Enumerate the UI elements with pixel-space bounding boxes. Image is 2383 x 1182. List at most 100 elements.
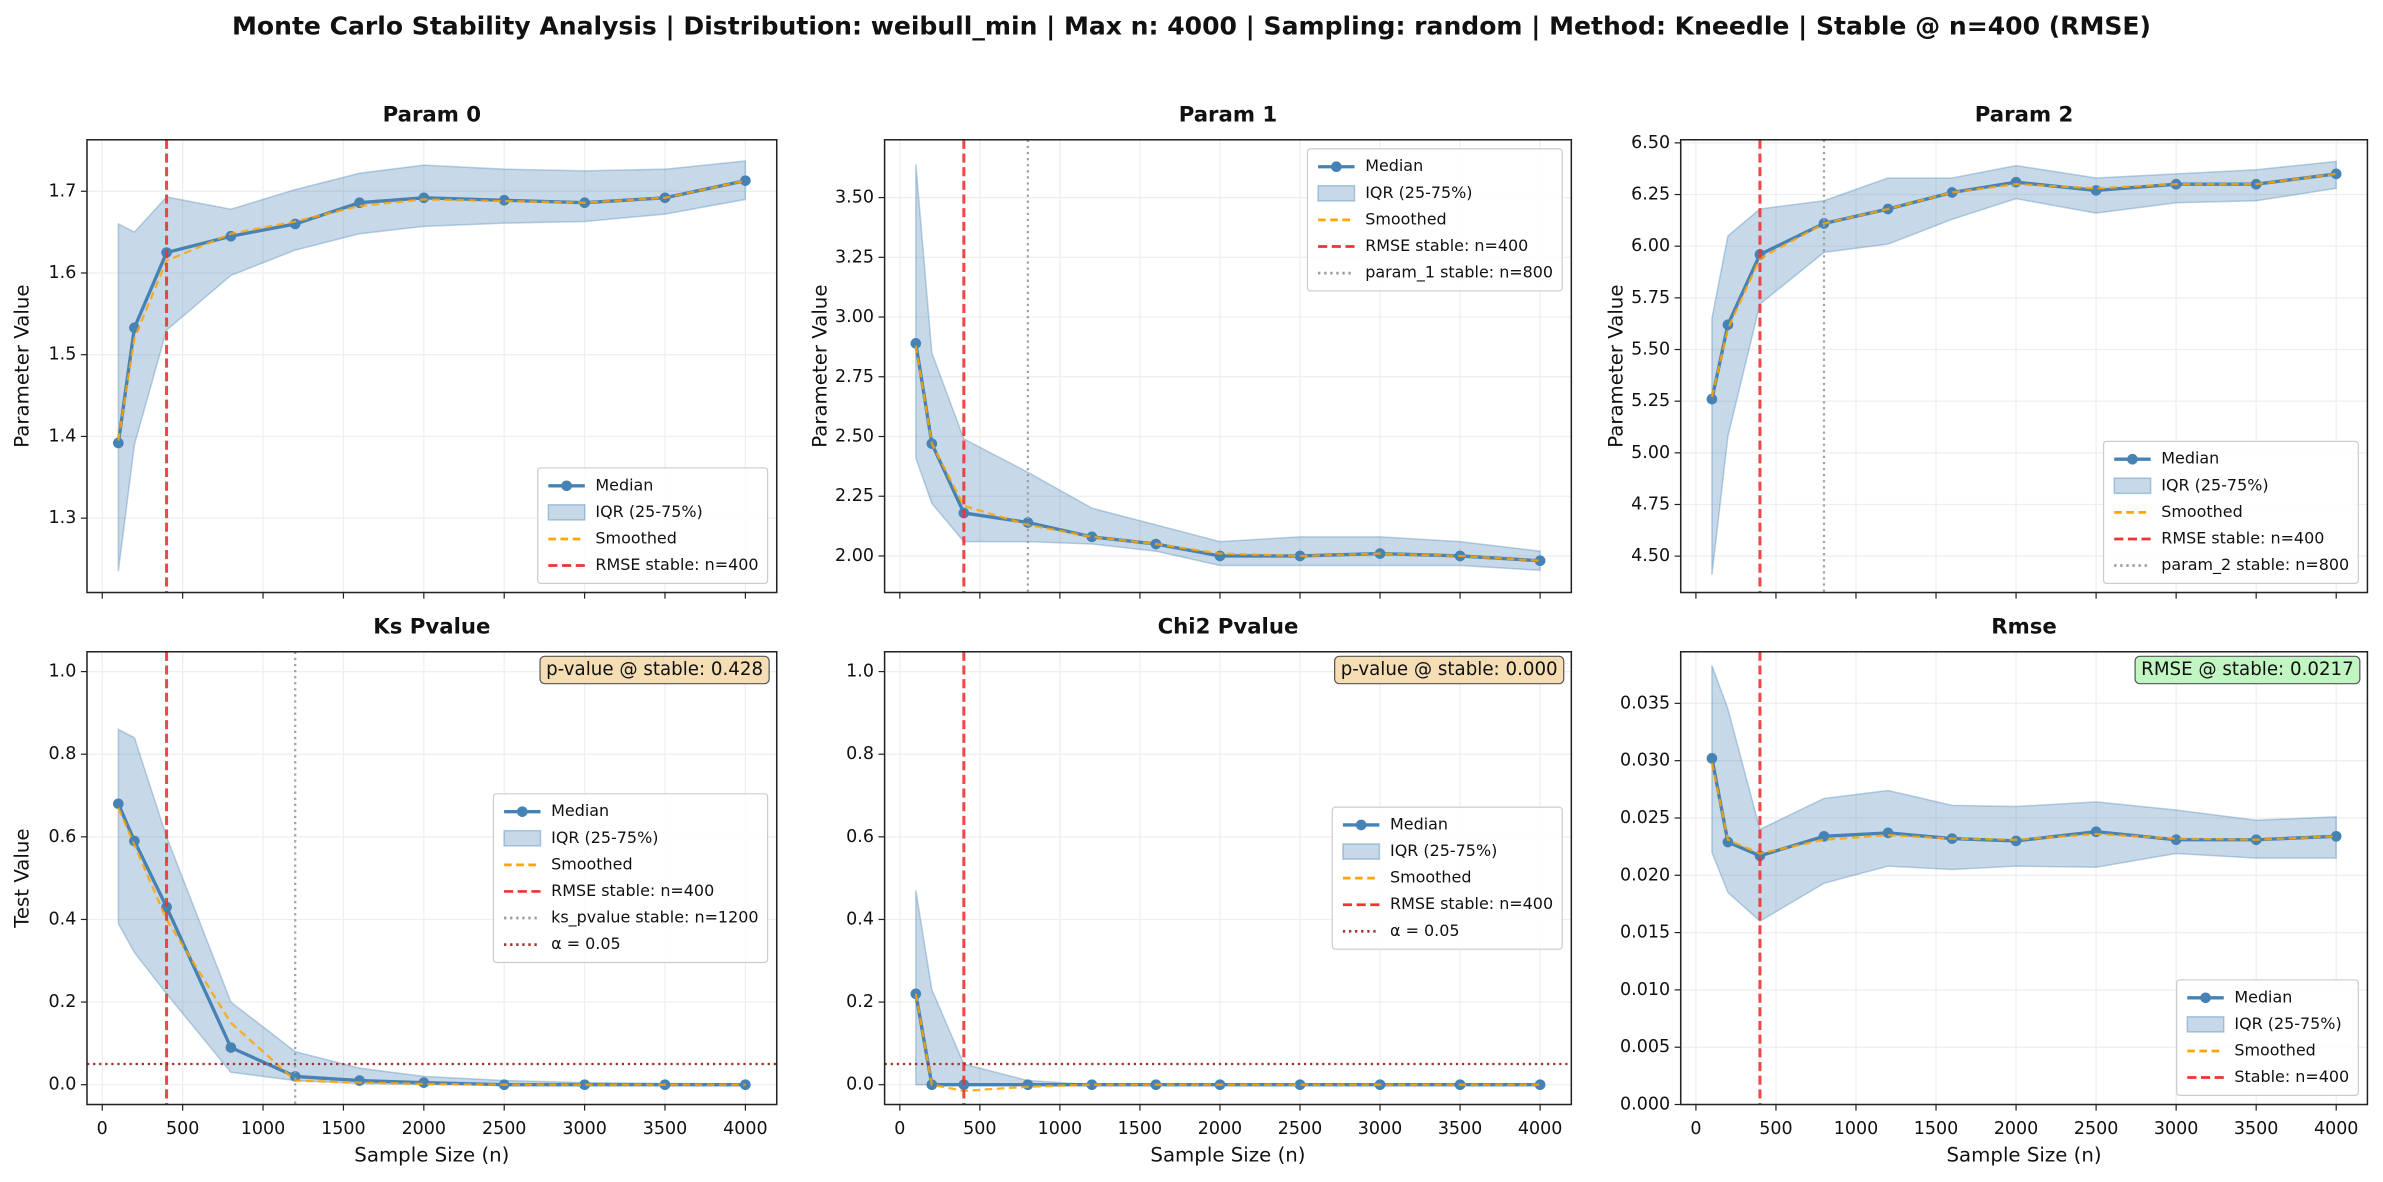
x-tick-label: 4000 xyxy=(1518,1119,1562,1139)
median-point xyxy=(910,338,922,349)
legend-label: Smoothed xyxy=(2161,502,2242,521)
median-point xyxy=(1294,550,1306,562)
y-tick-label: 0.6 xyxy=(846,827,874,847)
y-tick-label: 0.005 xyxy=(1620,1037,1670,1057)
legend-label: IQR (25-75%) xyxy=(1390,841,1497,860)
y-tick-label: 2.50 xyxy=(835,427,874,447)
median-point xyxy=(1882,827,1894,839)
y-tick-label: 2.00 xyxy=(835,546,874,566)
y-tick-label: 0.035 xyxy=(1620,693,1670,713)
panel-title: Rmse xyxy=(1991,615,2057,640)
y-tick-label: 0.4 xyxy=(49,909,77,929)
y-tick-label: 6.25 xyxy=(1631,185,1670,205)
x-tick-label: 2000 xyxy=(402,1119,446,1139)
x-tick-label: 3500 xyxy=(2234,1119,2278,1139)
legend-label: Smoothed xyxy=(595,528,676,547)
legend: Median IQR (25-75%) Smoothed RMSE stable: n… xyxy=(492,793,769,964)
x-tick-label: 4000 xyxy=(723,1119,767,1139)
legend-label: IQR (25-75%) xyxy=(1365,183,1472,202)
y-tick-label: 0.0 xyxy=(846,1075,874,1095)
y-tick-label: 6.50 xyxy=(1631,133,1670,153)
legend-label: α = 0.05 xyxy=(551,934,620,953)
y-tick-label: 1.5 xyxy=(49,345,77,365)
legend-marker xyxy=(2200,992,2211,1004)
y-tick-label: 4.50 xyxy=(1631,546,1670,566)
x-tick-label: 3000 xyxy=(562,1119,606,1139)
y-tick-label: 3.25 xyxy=(835,247,874,267)
y-tick-label: 0.2 xyxy=(49,992,77,1012)
smoothed-line xyxy=(914,993,1541,1093)
y-tick-label: 0.020 xyxy=(1620,865,1670,885)
median-point xyxy=(1706,753,1718,764)
annotation: p-value @ stable: 0.000 xyxy=(1334,655,1565,685)
median-point xyxy=(418,192,430,204)
legend-label: Smoothed xyxy=(1390,868,1471,887)
x-tick-label: 1500 xyxy=(1914,1119,1958,1139)
annotation-text: p-value @ stable: 0.000 xyxy=(1341,659,1558,680)
legend-label: Median xyxy=(595,475,653,494)
x-tick-label: 1500 xyxy=(321,1119,365,1139)
panel: Ks Pvalue 0.0 0.2 0.4 0.6 0.8 1.0 0 500 1000 1500 2… xyxy=(11,615,778,1167)
legend: Median IQR (25-75%) Smoothed RMSE stable: n… xyxy=(1306,148,1563,292)
annotation: p-value @ stable: 0.428 xyxy=(539,655,770,685)
median-point xyxy=(2170,834,2182,846)
legend-box xyxy=(492,793,769,964)
annotation: RMSE @ stable: 0.0217 xyxy=(2134,655,2361,685)
legend-label: param_2 stable: n=800 xyxy=(2161,555,2349,575)
y-tick-label: 1.6 xyxy=(49,263,77,283)
median-point xyxy=(2090,185,2102,196)
panel-title: Param 2 xyxy=(1975,103,2074,128)
axes-frame xyxy=(86,651,778,1106)
y-tick-label: 0.8 xyxy=(846,744,874,764)
legend-label: RMSE stable: n=400 xyxy=(595,555,758,574)
median-point xyxy=(1534,1079,1546,1091)
legend-marker xyxy=(2127,453,2138,465)
median-point xyxy=(1086,1079,1098,1091)
median-point xyxy=(354,1075,365,1086)
legend-label: α = 0.05 xyxy=(1390,921,1459,940)
y-tick-label: 2.75 xyxy=(835,367,874,387)
iqr-band xyxy=(117,160,747,572)
smoothed-line xyxy=(117,179,746,441)
median-point xyxy=(113,798,124,810)
panel: Param 1 2.00 2.25 2.50 2.75 3.00 3.25 3.50 Param… xyxy=(808,103,1573,599)
x-axis-label: Sample Size (n) xyxy=(354,1144,509,1167)
median-point xyxy=(579,1079,590,1091)
median-point xyxy=(2090,826,2102,838)
legend-swatch xyxy=(503,829,542,847)
x-tick-label: 500 xyxy=(1759,1119,1792,1139)
y-tick-label: 3.00 xyxy=(835,307,874,327)
x-tick-label: 1500 xyxy=(1118,1119,1162,1139)
axes-frame xyxy=(1679,651,2369,1106)
x-tick-label: 1000 xyxy=(1834,1119,1878,1139)
annotation-text: p-value @ stable: 0.428 xyxy=(546,659,763,680)
panel: Param 0 1.3 1.4 1.5 1.6 1.7 Parameter Value Med… xyxy=(11,103,778,599)
panel-title: Param 0 xyxy=(383,103,482,128)
x-tick-label: 0 xyxy=(894,1119,905,1139)
panel-title: Ks Pvalue xyxy=(373,615,490,640)
legend-label: Median xyxy=(1390,814,1448,833)
plot-area xyxy=(1706,139,2342,593)
plot-area xyxy=(86,651,777,1105)
legend-label: Smoothed xyxy=(2234,1040,2315,1059)
y-axis-label: Parameter Value xyxy=(808,285,831,448)
annotation-box xyxy=(2134,655,2361,685)
y-tick-label: 6.00 xyxy=(1631,236,1670,256)
legend-label: ks_pvalue stable: n=1200 xyxy=(551,908,758,928)
legend-swatch xyxy=(1317,184,1356,202)
plot-area xyxy=(113,139,751,593)
legend-label: Median xyxy=(551,801,609,820)
smoothed-line xyxy=(914,345,1541,562)
x-axis-label: Sample Size (n) xyxy=(1150,1144,1305,1167)
y-tick-label: 5.50 xyxy=(1631,340,1670,360)
iqr-band xyxy=(1711,160,2337,575)
x-tick-label: 500 xyxy=(963,1119,996,1139)
median-point xyxy=(1722,836,1734,848)
legend-label: IQR (25-75%) xyxy=(2161,475,2268,494)
median-point xyxy=(1946,187,1958,198)
median-point xyxy=(225,1042,237,1053)
x-tick-label: 1000 xyxy=(1038,1119,1082,1139)
y-tick-label: 0.030 xyxy=(1620,751,1670,771)
y-tick-label: 5.00 xyxy=(1631,443,1670,463)
